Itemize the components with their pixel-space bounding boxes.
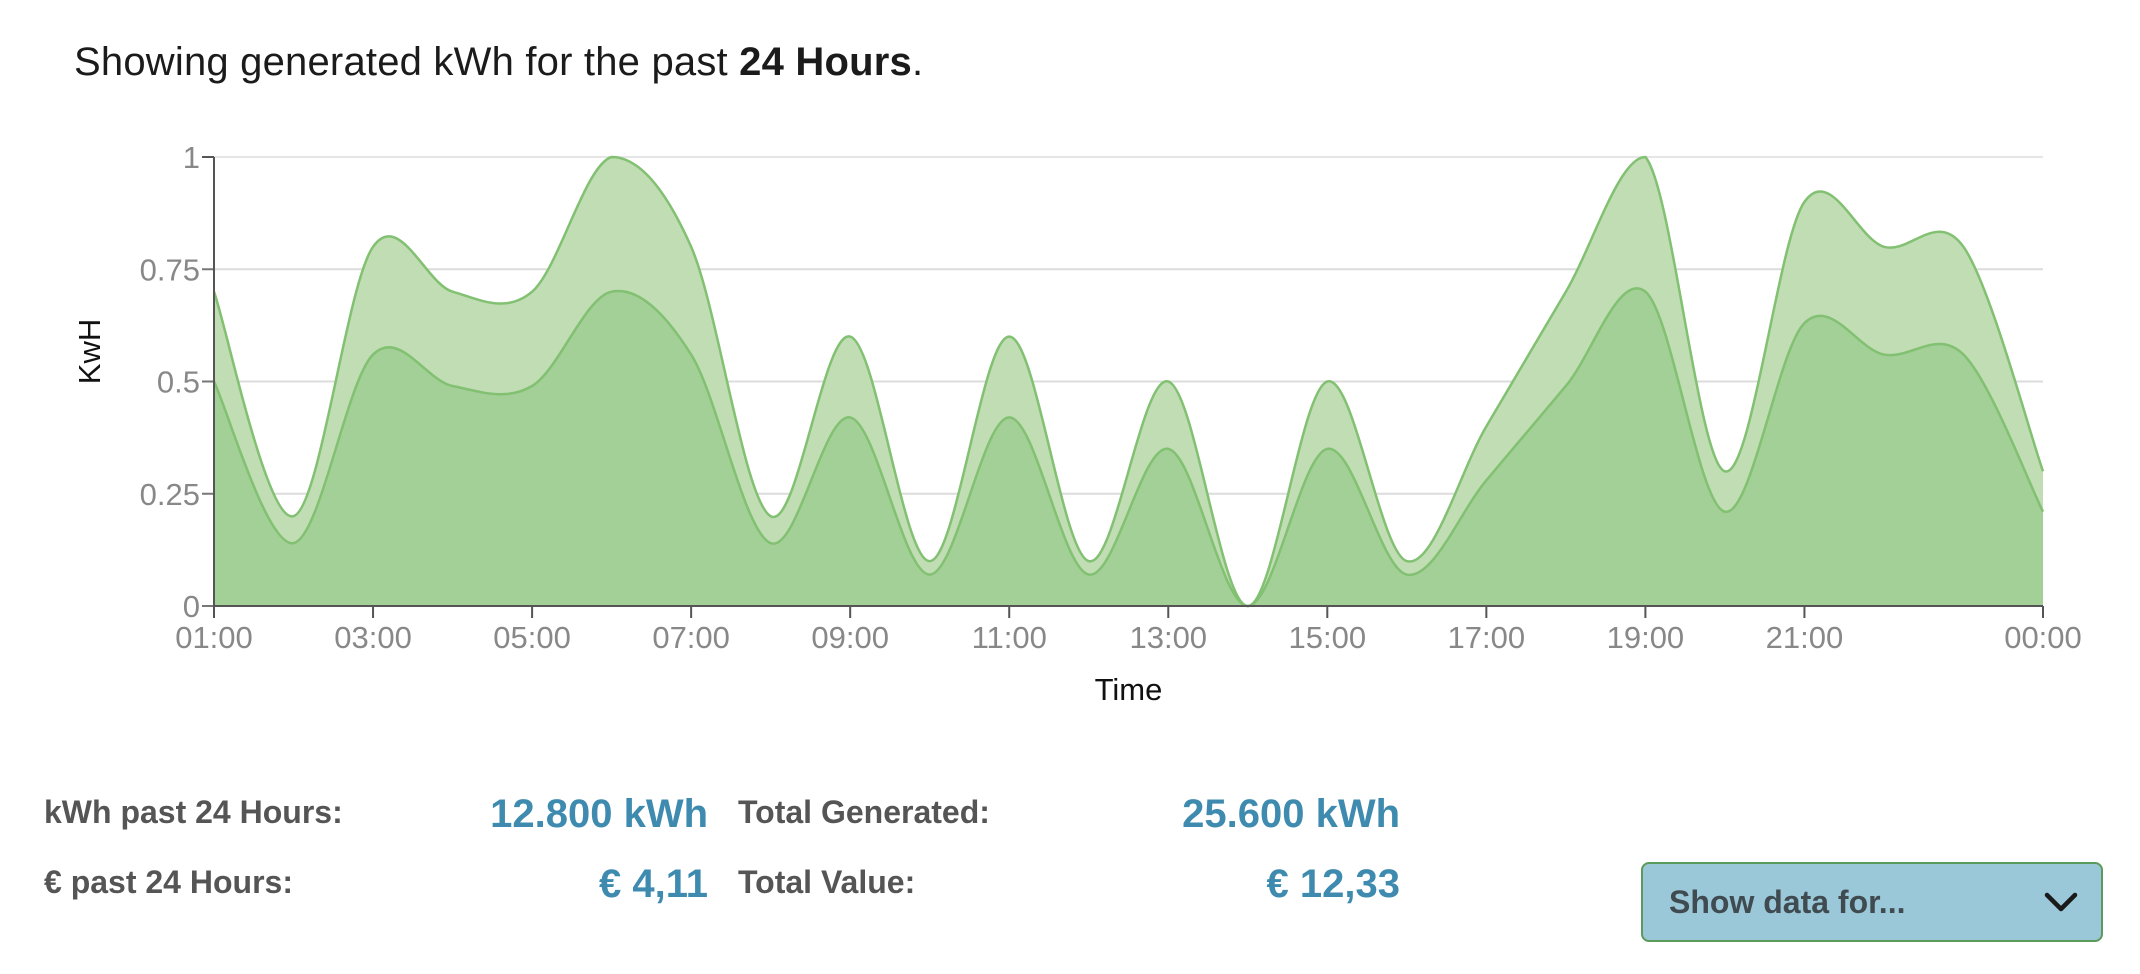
period-dropdown[interactable]: Show data for... [1641,862,2103,942]
kwh-area-chart: 0 0.25 0.5 0.75 1 01:00 03:00 05:00 07:00 09:00 11… [0,0,2140,740]
y-tick-label: 0 [183,589,200,624]
x-axis-title: Time [1095,672,1163,707]
y-tick-label: 0.5 [157,365,200,400]
y-axis-title: KwH [72,319,107,384]
y-tick-label: 0.25 [140,477,200,512]
x-tick-label: 07:00 [652,620,730,655]
kwh-24h-label: kWh past 24 Hours: [44,794,343,831]
eur-24h-label: € past 24 Hours: [44,864,293,901]
x-tick-label: 00:00 [2004,620,2082,655]
kwh-24h-value: 12.800 kWh [440,792,708,837]
x-tick-label: 19:00 [1607,620,1685,655]
total-generated-value: 25.600 kWh [1100,792,1400,837]
x-tick-label: 17:00 [1448,620,1526,655]
x-tick-label: 09:00 [811,620,889,655]
total-value-label: Total Value: [738,864,915,901]
dropdown-label: Show data for... [1669,884,1905,921]
x-tick-label: 21:00 [1766,620,1844,655]
x-tick-label: 01:00 [175,620,253,655]
total-value-value: € 12,33 [1100,862,1400,907]
y-tick-label: 1 [183,140,200,175]
x-tick-label: 03:00 [334,620,412,655]
x-tick-label: 11:00 [972,620,1047,655]
y-tick-label: 0.75 [140,252,200,287]
x-tick-label: 13:00 [1129,620,1207,655]
x-tick-label: 05:00 [493,620,571,655]
eur-24h-value: € 4,11 [440,862,708,907]
x-tick-label: 15:00 [1289,620,1367,655]
chevron-down-icon [2043,884,2079,920]
total-generated-label: Total Generated: [738,794,990,831]
